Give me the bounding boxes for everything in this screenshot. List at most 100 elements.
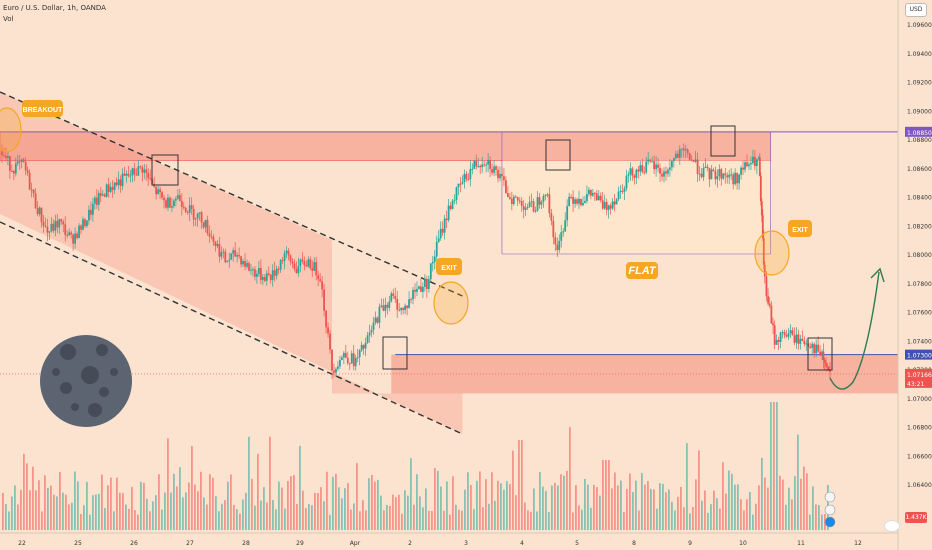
candle-body [315,262,318,276]
candle-body [700,173,703,178]
volume-bar [320,487,322,530]
volume-bar [59,472,61,530]
candle-body [593,193,596,195]
candle-body [475,160,478,167]
candle-body [516,197,519,201]
volume-bar [764,477,766,530]
candle-body [212,236,215,242]
candle-body [303,261,306,266]
candle-body [68,232,71,236]
candle-body [469,168,472,180]
volume-bar [71,502,73,530]
candle-body [5,155,7,158]
candle-body [97,193,100,205]
candle-body [779,332,782,342]
candle-body [267,273,270,275]
candle-body [173,200,175,207]
currency-button[interactable]: USD [905,3,927,17]
candle-body [93,197,96,204]
candle-body [724,173,727,176]
candle-body [772,323,774,326]
candle-body [323,289,325,311]
volume-bar [575,485,577,530]
candle-body [252,269,254,271]
candle-body [84,219,86,227]
candle-body [813,343,816,354]
x-tick-label: 29 [296,540,304,547]
volume-bar [395,497,397,530]
volume-bar [800,478,802,530]
volume-bar [788,487,790,530]
candle-body [512,196,515,205]
candle-body [811,343,814,348]
volume-bar [809,514,811,530]
candle-body [589,189,592,196]
candle-body [631,168,634,176]
candle-body [141,167,144,173]
volume-bar [197,491,199,530]
candle-body [333,370,335,373]
volume-bar [221,503,223,530]
candle-body [380,305,383,307]
volume-bar [338,487,340,530]
price-tag-bg [905,126,932,137]
breakout-label-bg [22,100,63,117]
candle-body [374,317,377,323]
candle-body [3,155,5,157]
volume-bar [101,474,103,530]
volume-bar [176,486,178,530]
candle-body [655,164,657,170]
price-tag-label: 1.07166 [907,372,932,379]
flat-label: FLAT [628,265,657,277]
highlight-box [710,125,736,157]
candle-body [526,206,529,208]
candle-body [611,201,614,209]
candle-body [139,166,142,168]
volume-bar [473,509,475,530]
candle-body [64,224,67,235]
volume-bar [695,479,697,530]
candle-body [823,360,826,363]
volume-bar [683,507,685,530]
candle-body [331,349,333,371]
volume-bar [26,463,28,530]
candle-body [530,201,533,203]
volume-bar [158,474,160,530]
candle-body [420,286,422,292]
candle-body [572,196,574,204]
candle-body [350,353,353,364]
y-tick-label: 1.08200 [907,223,932,230]
candle-body [109,186,112,192]
candle-body [180,200,183,208]
candle-body [291,261,294,264]
candle-body [174,198,177,201]
x-tick-label: 11 [797,540,805,547]
y-tick-label: 1.07400 [907,338,932,345]
volume-bar [251,478,253,530]
volume-bar [731,473,733,530]
y-tick-label: 1.06800 [907,425,932,432]
y-tick-label: 1.06400 [907,482,932,489]
volume-bar [677,496,679,530]
volume-bar [812,486,814,530]
volume-bar [536,511,538,530]
candle-body [313,262,316,271]
volume-bar [350,509,352,530]
candle-body [591,193,594,196]
candle-body [412,289,414,300]
candle-body [167,197,169,208]
candle-body [121,173,124,187]
volume-bar [716,498,718,530]
volume-bar [248,436,250,530]
candle-body [435,241,438,257]
candle-body [528,202,531,207]
volume-bar [128,508,130,530]
candle-body [570,196,573,198]
volume-bar [560,474,562,530]
candle-body [184,208,187,212]
candle-body [196,213,199,219]
volume-bar [29,490,31,530]
candle-body [491,168,493,173]
candle-body [698,173,701,175]
